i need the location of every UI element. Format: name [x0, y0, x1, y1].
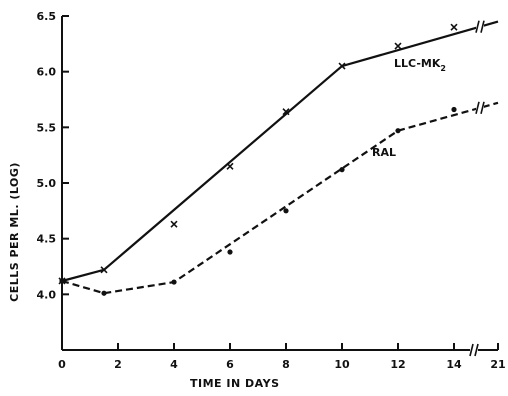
- data-markers: [58, 23, 458, 296]
- marker-ral-0: [59, 278, 65, 284]
- marker-ral-7: [451, 106, 457, 113]
- marker-stroke: [394, 42, 402, 50]
- x-axis-break-slash-left: [469, 343, 474, 357]
- x-tick-label-8: 21: [490, 358, 505, 371]
- marker-llc-mk2-2: [170, 220, 178, 228]
- marker-llc-mk2-6: [394, 42, 402, 50]
- series-break-ral-gap: [476, 101, 484, 114]
- tick-marks: [61, 15, 499, 350]
- x-tick-label-5: 10: [334, 358, 350, 371]
- marker-llc-mk2-4: [282, 108, 290, 116]
- marker-stroke: [450, 23, 458, 31]
- y-tick-label-2: 5.0: [37, 177, 57, 190]
- tick-labels: 4.0 4.5 5.0 5.5 6.0 6.5 0 2 4 6 8 10 12 14 21: [37, 10, 506, 371]
- marker-ral-6: [395, 128, 401, 134]
- x-axis-break-gap: [470, 344, 478, 356]
- x-tick-label-1: 2: [114, 358, 122, 371]
- marker-ral-3: [227, 249, 233, 255]
- marker-stroke: [100, 266, 108, 274]
- marker-ral-1: [101, 290, 107, 296]
- marker-ral-5: [339, 167, 345, 173]
- series-break-llc-mk2-gap: [476, 20, 484, 33]
- series-break-ral-slash-right: [480, 101, 485, 115]
- marker-llc-mk2-1: [100, 266, 108, 274]
- marker-llc-mk2-7: [450, 23, 458, 31]
- series-break-llc-mk2: [475, 20, 485, 33]
- y-tick-label-3: 5.5: [37, 121, 57, 134]
- x-tick-label-7: 14: [446, 358, 462, 371]
- y-tick-label-0: 4.0: [37, 288, 57, 301]
- marker-llc-mk2-3: [226, 162, 234, 170]
- series-break-llc-mk2-slash-right: [480, 20, 485, 33]
- series-line-llc-mk2: [61, 20, 499, 283]
- marker-ral-2: [171, 279, 177, 285]
- axis-breaks: [469, 20, 485, 357]
- y-tick-label-4: 6.0: [37, 66, 57, 79]
- y-tick-label-5: 6.5: [37, 10, 57, 23]
- marker-stroke: [282, 108, 290, 116]
- marker-stroke: [170, 220, 178, 228]
- series-label-llc-mk2-main: LLC-MK: [394, 57, 441, 70]
- marker-stroke: [226, 162, 234, 170]
- series-label-llc-mk2: LLC-MK2: [394, 57, 446, 73]
- series-break-ral-slash-left: [475, 101, 480, 115]
- marker-llc-mk2-5: [338, 62, 346, 70]
- x-tick-label-3: 6: [226, 358, 234, 371]
- series-label-llc-mk2-subscript: 2: [440, 64, 446, 73]
- series-break-ral: [475, 101, 485, 115]
- series-label-ral: RAL: [372, 146, 396, 159]
- x-tick-label-2: 4: [170, 358, 178, 371]
- y-axis-title: CELLS PER ML. (LOG): [8, 162, 21, 302]
- series-break-llc-mk2-slash-left: [475, 20, 480, 33]
- series-line-ral: [61, 101, 499, 295]
- y-tick-label-1: 4.5: [37, 233, 57, 246]
- x-axis-break-slash-right: [474, 343, 479, 357]
- x-tick-label-6: 12: [390, 358, 405, 371]
- x-tick-label-0: 0: [58, 358, 66, 371]
- marker-stroke: [338, 62, 346, 70]
- marker-ral-4: [283, 208, 289, 214]
- x-axis-break: [469, 343, 479, 357]
- x-axis-title: TIME IN DAYS: [190, 377, 280, 390]
- x-tick-label-4: 8: [282, 358, 290, 371]
